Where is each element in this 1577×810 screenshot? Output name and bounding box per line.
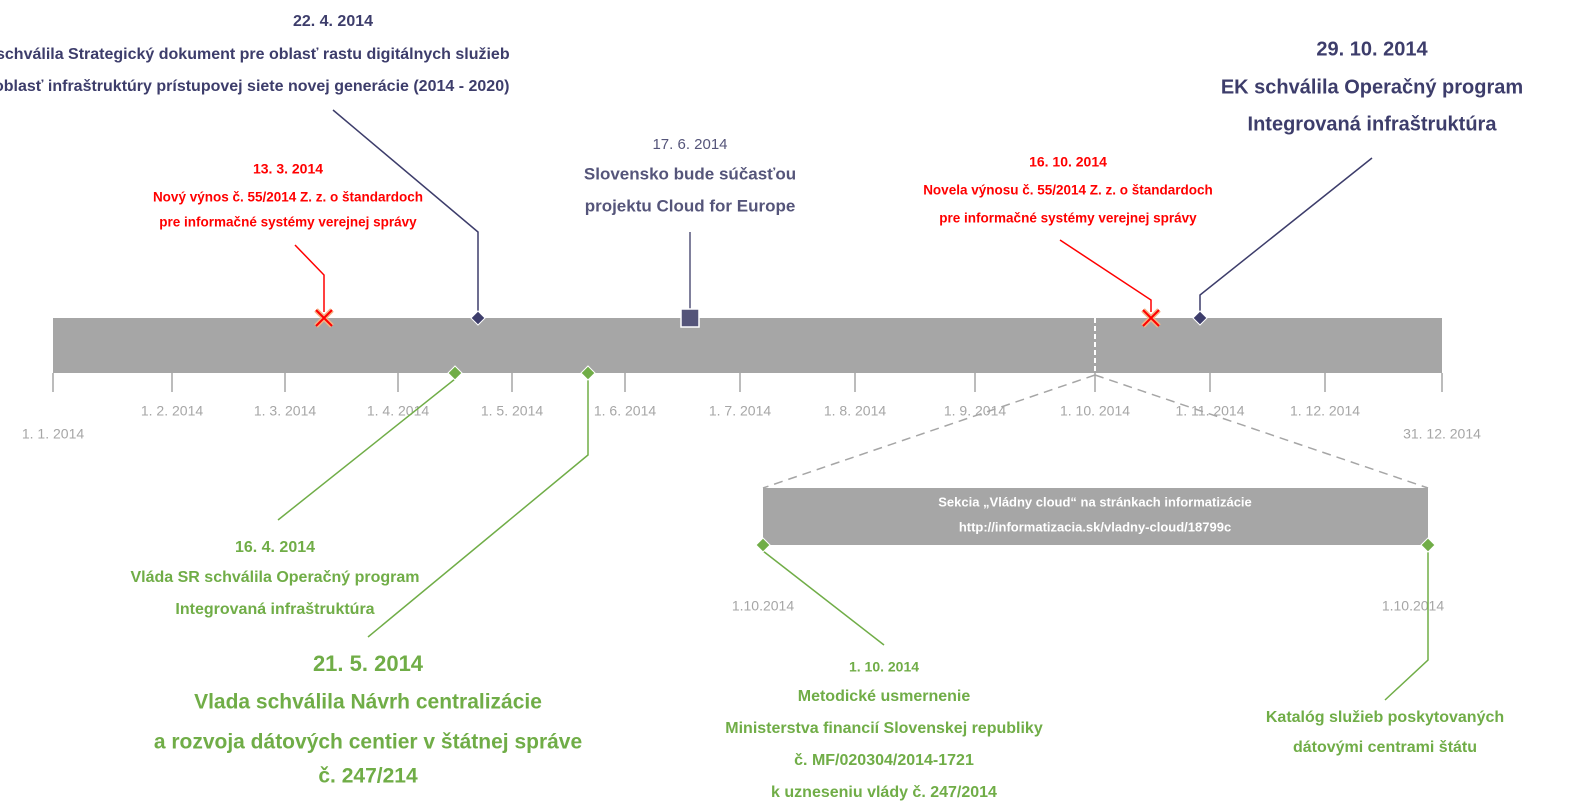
event-text: č. MF/020304/2014-1721: [794, 752, 974, 769]
connector-line: [1384, 551, 1429, 701]
cross-marker: [1142, 309, 1160, 327]
event-text: pre informačné systémy verejnej správy: [159, 215, 417, 230]
diamond-marker: [755, 537, 771, 553]
event-date: 13. 3. 2014: [253, 161, 323, 177]
event-text: Katalóg služieb poskytovaných: [1266, 709, 1504, 726]
event-date: 16. 4. 2014: [235, 539, 315, 556]
zoom-text: Sekcia „Vládny cloud“ na stránkach infor…: [938, 494, 1252, 509]
connector-line: [367, 379, 589, 638]
event-date: 1. 10. 2014: [849, 659, 919, 675]
diamond-marker: [1192, 310, 1208, 326]
cross-marker: [315, 309, 333, 327]
diamond-marker: [1420, 537, 1436, 553]
event-text: pre informačné systémy verejnej správy: [939, 211, 1197, 226]
axis-label: 1. 7. 2014: [709, 403, 771, 419]
event-text: Slovensko bude súčasťou: [584, 164, 796, 183]
axis-label: 1. 1. 2014: [22, 426, 84, 442]
event-text: Nový výnos č. 55/2014 Z. z. o štandardoc…: [153, 190, 423, 205]
axis-label: 1. 11. 2014: [1175, 403, 1244, 419]
zoom-bar: [763, 488, 1428, 545]
event-text: č. 247/214: [318, 765, 418, 788]
axis-label: 1. 9. 2014: [944, 403, 1006, 419]
event-text: Vlada schválila Návrh centralizácie: [194, 691, 542, 714]
connector-line: [1199, 157, 1373, 312]
event-text: Integrovaná infraštruktúra: [1248, 113, 1498, 135]
event-date: 29. 10. 2014: [1316, 38, 1428, 60]
axis-label: 1. 3. 2014: [254, 403, 316, 419]
event-text: Ministerstva financií Slovenskej republi…: [725, 720, 1043, 737]
event-text: Vláda SR schválila Operačný program: [130, 569, 419, 586]
event-text: Integrovaná infraštruktúra: [175, 601, 374, 618]
axis-label: 1. 10. 2014: [1060, 403, 1130, 419]
event-date: 21. 5. 2014: [313, 651, 424, 676]
axis-label: 1. 12. 2014: [1290, 403, 1360, 419]
connector-line: [332, 109, 479, 312]
axis-label: 1. 4. 2014: [367, 403, 429, 419]
event-date: 22. 4. 2014: [293, 13, 373, 30]
axis-label: 31. 12. 2014: [1403, 426, 1481, 442]
zoom-line: [1094, 374, 1429, 489]
diamond-marker: [470, 310, 486, 326]
event-text: oblasť infraštruktúry prístupovej siete …: [0, 78, 509, 95]
event-text: k uzneseniu vlády č. 247/2014: [771, 784, 997, 801]
connector-line: [277, 378, 456, 521]
zoom-text: http://informatizacia.sk/vladny-cloud/18…: [959, 519, 1231, 534]
zoom-end-label: 1.10.2014: [1382, 598, 1444, 614]
square-marker: [680, 308, 700, 328]
event-date: 16. 10. 2014: [1029, 154, 1107, 170]
diamond-marker: [447, 365, 463, 381]
axis-label: 1. 8. 2014: [824, 403, 886, 419]
event-date: 17. 6. 2014: [652, 136, 727, 153]
event-text: projektu Cloud for Europe: [585, 196, 796, 215]
axis-label: 1. 5. 2014: [481, 403, 543, 419]
timeline-bar: [53, 318, 1442, 373]
zoom-start-label: 1.10.2014: [732, 598, 794, 614]
connector-line: [1059, 239, 1152, 312]
connector-line: [762, 550, 885, 646]
axis-label: 1. 6. 2014: [594, 403, 656, 419]
axis-label: 1. 2. 2014: [141, 403, 203, 419]
event-text: dátovými centrami štátu: [1293, 739, 1477, 756]
event-text: a rozvoja dátových centier v štátnej spr…: [154, 731, 582, 754]
event-text: EK schválila Operačný program: [1221, 76, 1523, 98]
event-text: Novela výnosu č. 55/2014 Z. z. o štandar…: [923, 183, 1213, 198]
event-text: schválila Strategický dokument pre oblas…: [0, 46, 510, 63]
zoom-line: [762, 374, 1096, 489]
event-text: Metodické usmernenie: [798, 688, 971, 705]
diamond-marker: [580, 365, 596, 381]
connector-line: [294, 244, 325, 312]
